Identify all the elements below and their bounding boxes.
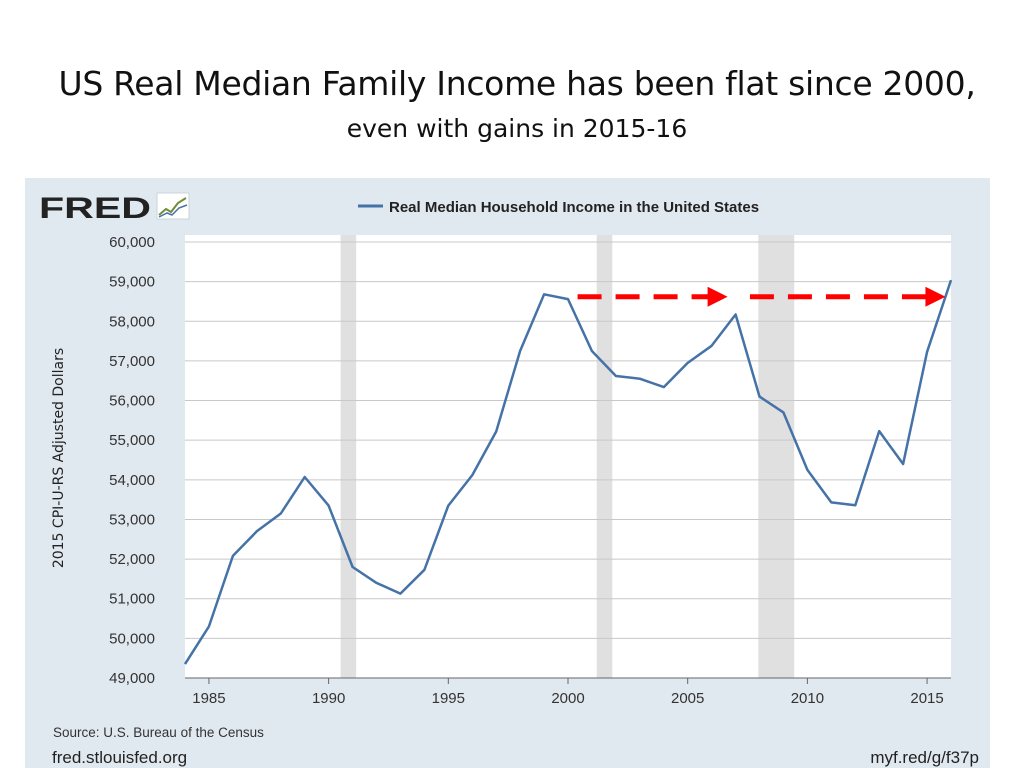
gridlines xyxy=(185,241,951,639)
x-tick-label: 2015 xyxy=(910,690,943,707)
x-tick-label: 1985 xyxy=(192,690,225,707)
y-axis-ticks: 49,000 50,000 51,000 52,000 53,000 54,000 55,0… xyxy=(109,234,155,687)
recession-band-1 xyxy=(340,235,357,678)
slide-subtitle: even with gains in 2015-16 xyxy=(346,114,688,143)
x-tick-label: 1995 xyxy=(432,690,465,707)
fred-website-link[interactable]: fred.stlouisfed.org xyxy=(52,748,187,767)
x-tick-label: 1990 xyxy=(312,690,345,707)
y-tick-label: 55,000 xyxy=(109,432,155,449)
y-tick-label: 51,000 xyxy=(109,591,155,608)
fred-shortlink[interactable]: myf.red/g/f37p xyxy=(870,748,979,767)
fred-logo-text: FRED xyxy=(39,192,151,225)
legend[interactable]: Real Median Household Income in the Unit… xyxy=(358,199,759,216)
plot-area xyxy=(185,235,951,678)
y-tick-label: 60,000 xyxy=(109,234,155,251)
recession-band-2 xyxy=(596,235,613,678)
arrow-head xyxy=(707,286,728,307)
y-tick-label: 56,000 xyxy=(109,393,155,410)
y-tick-label: 59,000 xyxy=(109,274,155,291)
y-tick-label: 50,000 xyxy=(109,630,155,647)
fred-logo[interactable]: FRED xyxy=(39,192,190,225)
y-tick-label: 49,000 xyxy=(109,670,155,687)
y-tick-label: 54,000 xyxy=(109,472,155,489)
y-axis-label: 2015 CPI-U-RS Adjusted Dollars xyxy=(51,348,67,568)
y-tick-label: 58,000 xyxy=(109,313,155,330)
fred-logo-chart-icon xyxy=(156,192,190,220)
y-tick-label: 52,000 xyxy=(109,551,155,568)
source-note: Source: U.S. Bureau of the Census xyxy=(53,725,264,740)
y-tick-label: 57,000 xyxy=(109,353,155,370)
slide-title: US Real Median Family Income has been fl… xyxy=(58,64,976,103)
x-tick-label: 2000 xyxy=(551,690,584,707)
recession-bands xyxy=(340,235,795,678)
arrow-head xyxy=(925,286,946,307)
series-layer xyxy=(183,279,953,665)
annotation-arrows xyxy=(577,286,946,307)
series-line[interactable] xyxy=(183,279,953,665)
x-tick-label: 2010 xyxy=(791,690,824,707)
x-tick-label: 2005 xyxy=(671,690,704,707)
legend-label: Real Median Household Income in the Unit… xyxy=(389,199,759,216)
y-tick-label: 53,000 xyxy=(109,511,155,528)
recession-band-3 xyxy=(758,235,795,678)
x-axis-ticks: 1985 1990 1995 2000 2005 2010 2015 xyxy=(192,678,944,707)
